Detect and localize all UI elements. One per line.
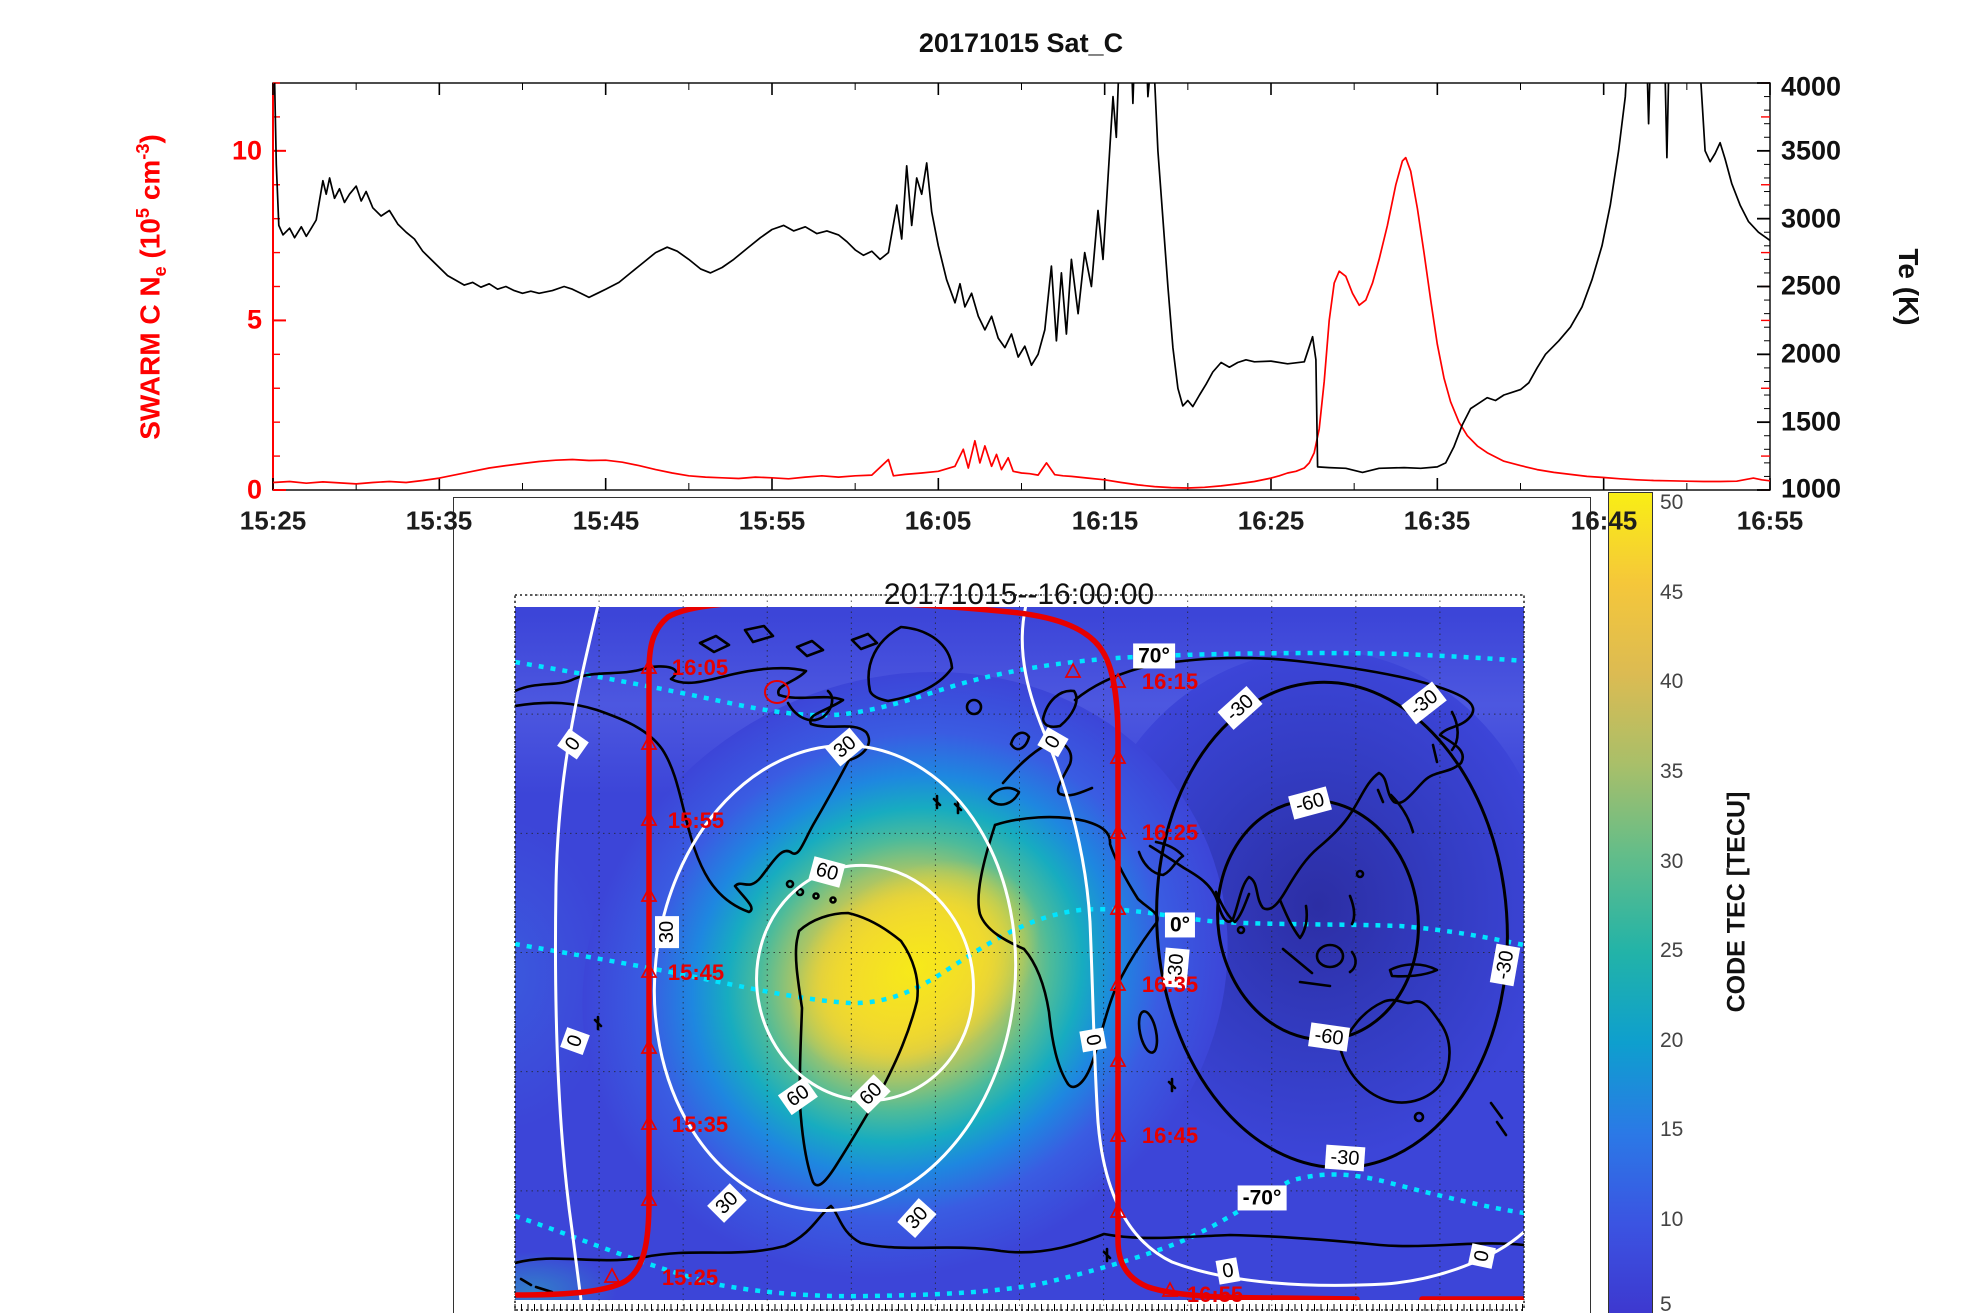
orbit-triangle-marker bbox=[640, 886, 658, 902]
xtick-1555: 15:55 bbox=[738, 505, 806, 536]
maglat-label-70N: 70° bbox=[1133, 643, 1175, 669]
maglat-label-0: 0° bbox=[1164, 912, 1196, 938]
orbit-triangle-marker bbox=[1109, 975, 1127, 991]
cbar-tick-35: 35 bbox=[1660, 760, 1684, 783]
xtick-1525: 15:25 bbox=[239, 505, 307, 536]
right-ytick-2500: 2500 bbox=[1781, 270, 1842, 301]
maglat-70N-line bbox=[515, 650, 1524, 718]
maglat-0-line bbox=[515, 906, 1524, 1006]
maglat-70S-line bbox=[515, 1172, 1524, 1299]
coastlines bbox=[515, 624, 1524, 1294]
left-ytick-10: 10 bbox=[231, 135, 262, 166]
orbit-time-markers bbox=[603, 658, 1179, 1297]
ylabel-sub: e bbox=[149, 266, 170, 277]
map-title: 20171015--16:00:00 bbox=[883, 578, 1155, 611]
orbit-triangle-marker bbox=[1109, 1202, 1127, 1218]
orbit-triangle-marker bbox=[1109, 672, 1127, 688]
orbit-triangle-marker bbox=[640, 658, 658, 674]
contour-label-0: 0 bbox=[1215, 1257, 1241, 1285]
orbit-triangle-marker bbox=[1109, 748, 1127, 764]
cbar-tick-30: 30 bbox=[1660, 850, 1684, 873]
ylabel-part: SWARM C N bbox=[134, 276, 166, 440]
track-time-1525: 15:25 bbox=[661, 1265, 719, 1290]
cbar-tick-25: 25 bbox=[1660, 939, 1684, 962]
xtick-1545: 15:45 bbox=[572, 505, 640, 536]
orbit-triangle-marker bbox=[603, 1267, 621, 1283]
map-frame bbox=[514, 594, 1525, 1311]
xtick-1605: 16:05 bbox=[904, 505, 972, 536]
orbit-line bbox=[515, 607, 1524, 1300]
left-y-axis-label: SWARM C Ne (105 cm-3) bbox=[133, 134, 171, 440]
left-ytick-0: 0 bbox=[246, 474, 262, 505]
left-ytick-5: 5 bbox=[246, 304, 262, 335]
contour-label-0: 0 bbox=[1079, 1027, 1107, 1053]
satellite-track bbox=[515, 607, 1524, 1300]
track-time-1635: 16:35 bbox=[1141, 972, 1199, 997]
orbit-triangle-marker bbox=[640, 810, 658, 826]
track-time-1545: 15:45 bbox=[667, 960, 725, 985]
right-ytick-3000: 3000 bbox=[1781, 203, 1842, 234]
track-time-1555: 15:55 bbox=[667, 808, 725, 833]
right-ytick-3500: 3500 bbox=[1781, 135, 1842, 166]
right-ytick-2000: 2000 bbox=[1781, 338, 1842, 369]
chart-frame bbox=[272, 82, 1771, 491]
xtick-1535: 15:35 bbox=[405, 505, 473, 536]
cbar-tick-10: 10 bbox=[1660, 1208, 1684, 1231]
track-time-1645: 16:45 bbox=[1141, 1123, 1199, 1148]
orbit-triangle-marker bbox=[1109, 1126, 1127, 1142]
chart-curves bbox=[273, 83, 1770, 489]
maglat-label-70S: -70° bbox=[1237, 1185, 1287, 1211]
xtick-1625: 16:25 bbox=[1237, 505, 1305, 536]
cbar-tick-15: 15 bbox=[1660, 1118, 1684, 1141]
ylabel-part: cm bbox=[134, 159, 166, 208]
ylabel-sup: -3 bbox=[133, 143, 154, 160]
cbar-tick-20: 20 bbox=[1660, 1029, 1684, 1052]
ylabel-part: (10 bbox=[134, 218, 166, 267]
contour-0-west bbox=[553, 607, 600, 1300]
right-ytick-1000: 1000 bbox=[1781, 473, 1842, 504]
magnetic-latitude-lines bbox=[515, 650, 1524, 1299]
orbit-triangle-marker bbox=[1109, 823, 1127, 839]
contour-label-m30: -30 bbox=[1324, 1144, 1366, 1172]
contour-label-30: 30 bbox=[655, 915, 679, 949]
series-ne bbox=[273, 156, 1770, 489]
cbar-tick-5: 5 bbox=[1660, 1293, 1672, 1313]
sat-position-marker bbox=[764, 680, 790, 704]
track-time-1605: 16:05 bbox=[671, 655, 729, 680]
chart-title: 20171015 Sat_C bbox=[918, 28, 1124, 58]
track-time-1655: 16:55 bbox=[1186, 1282, 1244, 1307]
xtick-1615: 16:15 bbox=[1071, 505, 1139, 536]
orbit-triangle-marker bbox=[640, 962, 658, 978]
map-bottom-ticks bbox=[514, 1304, 1523, 1311]
ylabel-sup: 5 bbox=[133, 207, 154, 219]
right-y-axis-label: Te (K) bbox=[1893, 248, 1924, 326]
xtick-1645: 16:45 bbox=[1570, 505, 1638, 536]
ylabel-part: ) bbox=[134, 134, 166, 144]
orbit-triangle-marker bbox=[640, 1038, 658, 1054]
series-te bbox=[273, 83, 1770, 474]
xtick-1655: 16:55 bbox=[1736, 505, 1804, 536]
track-time-1615: 16:15 bbox=[1141, 669, 1199, 694]
orbit-triangle-marker bbox=[640, 1114, 658, 1130]
orbit-triangle-marker bbox=[640, 734, 658, 750]
cbar-tick-45: 45 bbox=[1660, 581, 1684, 604]
orbit-triangle-marker bbox=[1161, 1281, 1179, 1297]
cbar-tick-50: 50 bbox=[1660, 491, 1684, 514]
tec-colorbar bbox=[1608, 492, 1653, 1313]
right-ytick-4000: 4000 bbox=[1781, 71, 1842, 102]
track-time-1535: 15:35 bbox=[671, 1112, 729, 1137]
colorbar-axis-label: CODE TEC [TECU] bbox=[1722, 791, 1751, 1013]
orbit-triangle-marker bbox=[1109, 1051, 1127, 1067]
orbit-triangle-marker bbox=[1109, 899, 1127, 915]
right-ytick-1500: 1500 bbox=[1781, 406, 1842, 437]
orbit-triangle-marker bbox=[640, 1190, 658, 1206]
cbar-tick-40: 40 bbox=[1660, 670, 1684, 693]
track-time-1625: 16:25 bbox=[1141, 820, 1199, 845]
orbit-triangle-marker bbox=[1064, 662, 1082, 678]
xtick-1635: 16:35 bbox=[1403, 505, 1471, 536]
chart-axes bbox=[272, 82, 1771, 491]
